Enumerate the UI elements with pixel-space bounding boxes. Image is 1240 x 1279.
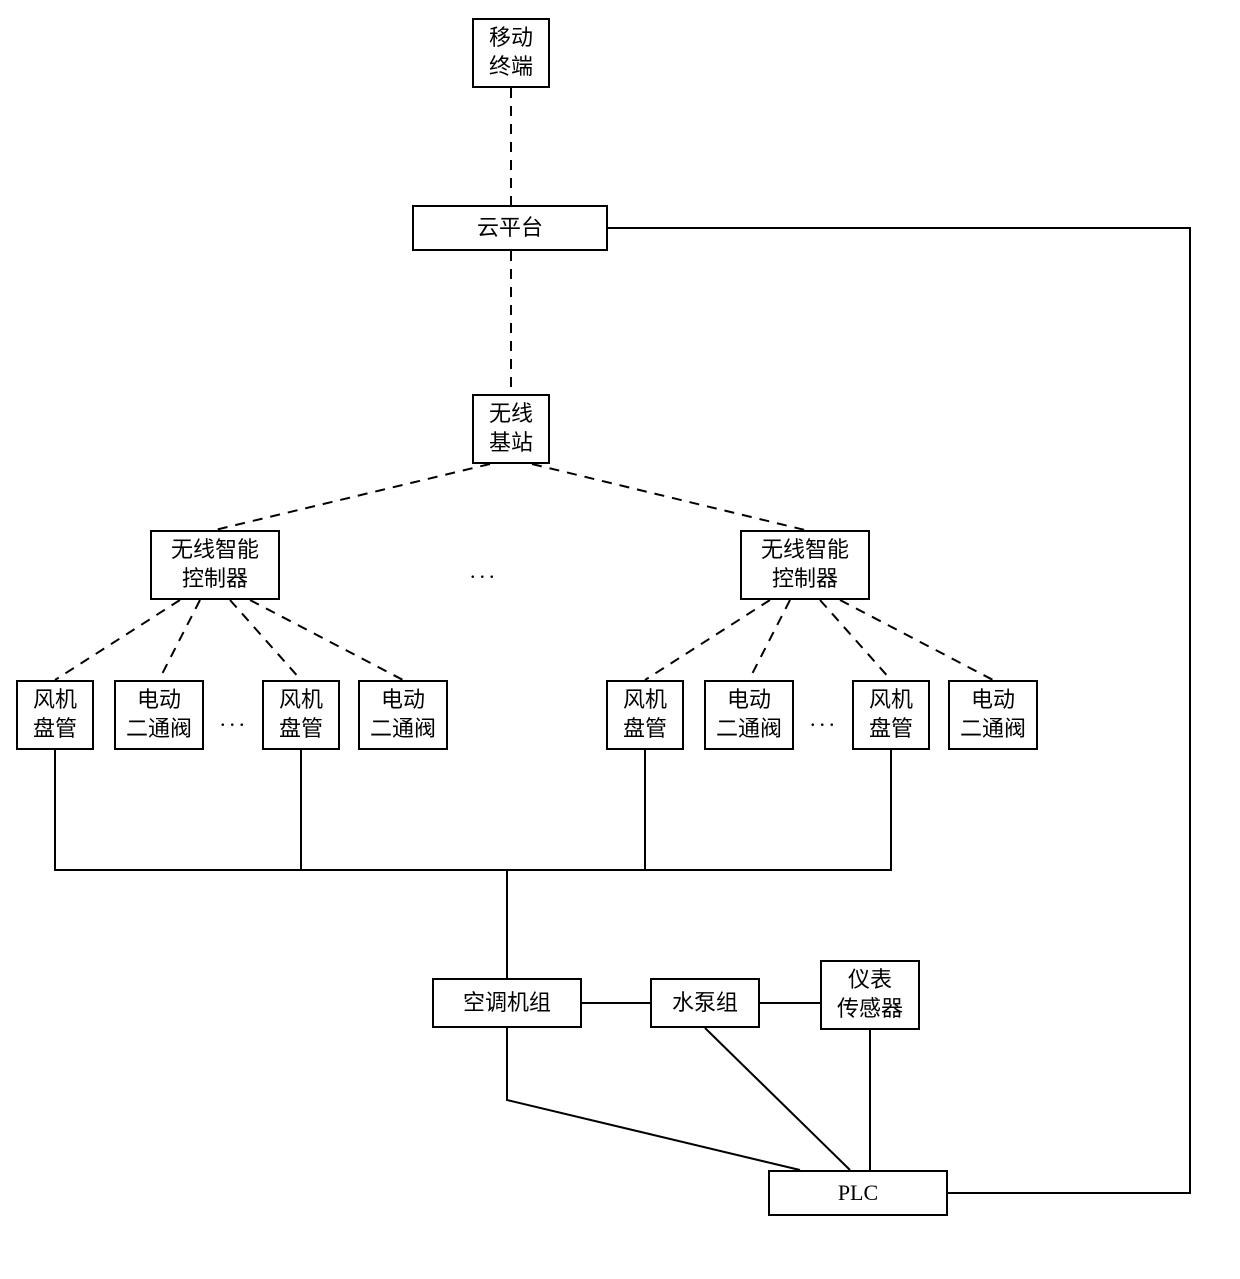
node-leaf-l1: 风机 盘管 xyxy=(16,680,94,750)
node-label: 风机 盘管 xyxy=(33,686,77,743)
node-leaf-l2: 电动 二通阀 xyxy=(114,680,204,750)
node-label: 电动 二通阀 xyxy=(716,686,782,743)
node-label: 电动 二通阀 xyxy=(960,686,1026,743)
ellipsis-controllers: ... xyxy=(470,558,499,584)
node-label: 移动 终端 xyxy=(489,24,533,81)
node-leaf-r3: 风机 盘管 xyxy=(852,680,930,750)
node-leaf-l4: 电动 二通阀 xyxy=(358,680,448,750)
node-label: 电动 二通阀 xyxy=(370,686,436,743)
ellipsis-right-leaves: ... xyxy=(810,706,839,732)
node-label: 无线智能 控制器 xyxy=(761,536,849,593)
node-label: 云平台 xyxy=(477,214,543,243)
node-label: 水泵组 xyxy=(672,989,738,1018)
node-label: 风机 盘管 xyxy=(869,686,913,743)
ellipsis-left-leaves: ... xyxy=(220,706,249,732)
node-controller-right: 无线智能 控制器 xyxy=(740,530,870,600)
node-plc: PLC xyxy=(768,1170,948,1216)
node-label: 风机 盘管 xyxy=(279,686,323,743)
node-label: 电动 二通阀 xyxy=(126,686,192,743)
node-leaf-r1: 风机 盘管 xyxy=(606,680,684,750)
node-label: PLC xyxy=(838,1179,878,1208)
diagram-edges xyxy=(0,0,1240,1279)
node-label: 仪表 传感器 xyxy=(837,966,903,1023)
node-leaf-r2: 电动 二通阀 xyxy=(704,680,794,750)
node-ac-unit: 空调机组 xyxy=(432,978,582,1028)
node-label: 无线智能 控制器 xyxy=(171,536,259,593)
node-controller-left: 无线智能 控制器 xyxy=(150,530,280,600)
node-mobile-terminal: 移动 终端 xyxy=(472,18,550,88)
node-wireless-base: 无线 基站 xyxy=(472,394,550,464)
node-cloud-platform: 云平台 xyxy=(412,205,608,251)
node-leaf-r4: 电动 二通阀 xyxy=(948,680,1038,750)
node-label: 风机 盘管 xyxy=(623,686,667,743)
node-label: 无线 基站 xyxy=(489,400,533,457)
node-sensor: 仪表 传感器 xyxy=(820,960,920,1030)
node-label: 空调机组 xyxy=(463,989,551,1018)
node-leaf-l3: 风机 盘管 xyxy=(262,680,340,750)
node-pump: 水泵组 xyxy=(650,978,760,1028)
